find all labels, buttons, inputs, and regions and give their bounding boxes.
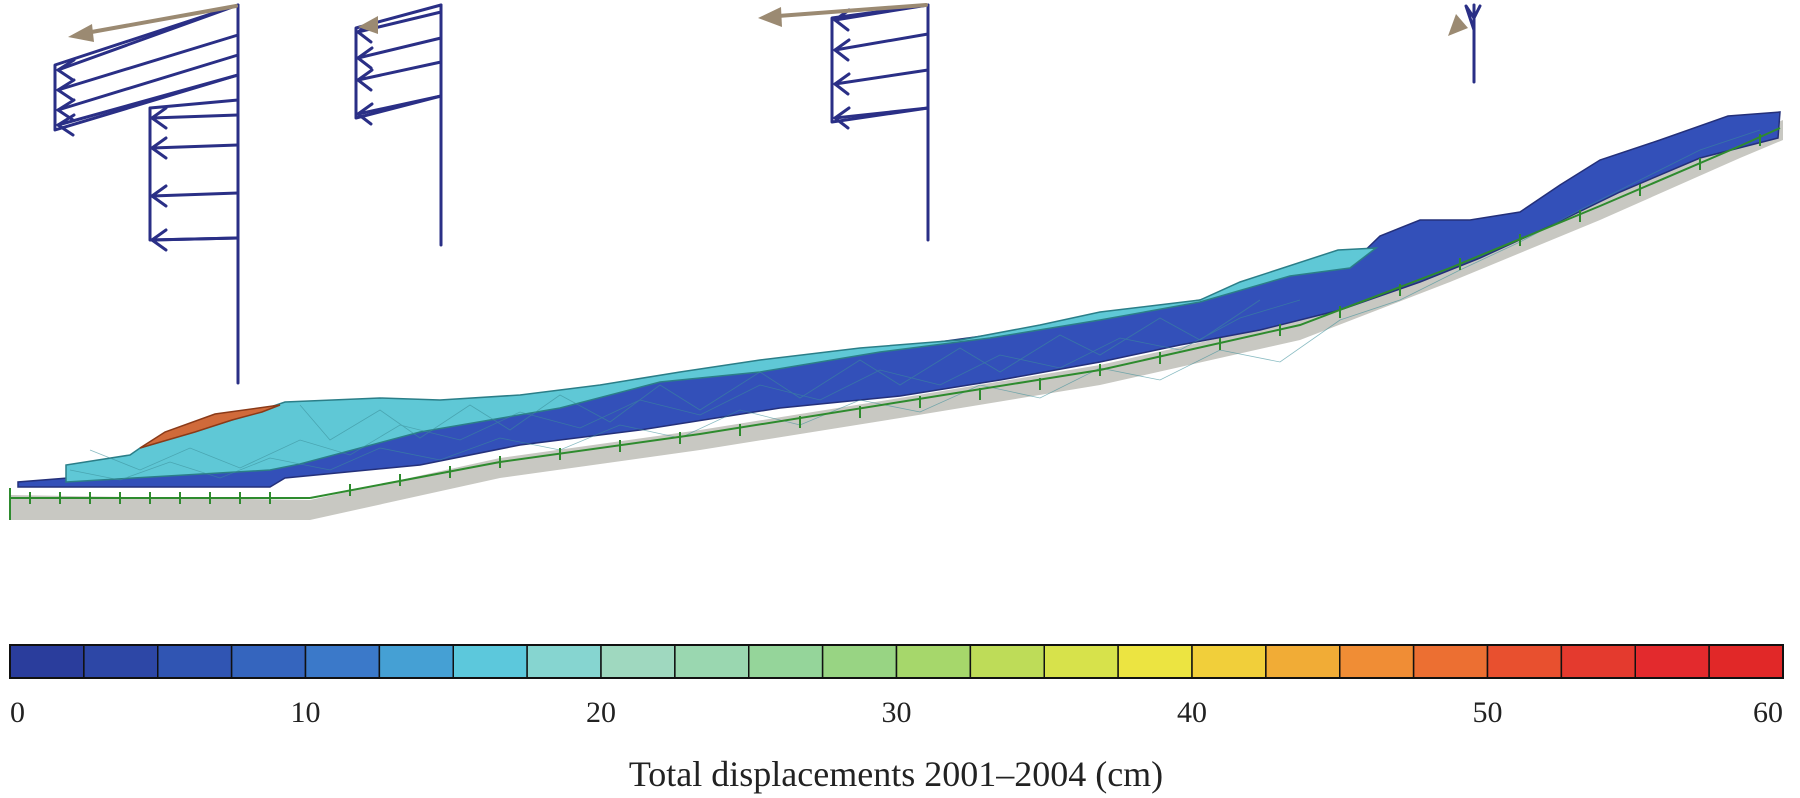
colorbar-cell xyxy=(674,644,750,679)
colorbar-cell xyxy=(1708,644,1784,679)
colorbar-cell xyxy=(600,644,676,679)
colorbar-cell xyxy=(1486,644,1563,679)
inclinometer-3-resultant-head xyxy=(758,7,782,27)
colorbar-frame xyxy=(9,644,1784,679)
colorbar-tick-label: 30 xyxy=(882,696,912,729)
inclinometer-1-profile-lower xyxy=(148,98,240,242)
colorbar-tick-label: 20 xyxy=(586,696,616,729)
inclinometer-1-resultant-head xyxy=(68,24,94,42)
inclinometer-1-profile-upper xyxy=(53,3,240,132)
colorbar-cell xyxy=(821,644,898,679)
colorbar-cell xyxy=(1560,644,1636,679)
colorbar-cell xyxy=(1634,644,1710,679)
inclinometer-3-profile xyxy=(830,3,930,124)
inclinometer-4-resultant-head xyxy=(1448,14,1468,36)
inclinometer-1-arrows xyxy=(56,3,240,252)
colorbar: 0 10 20 30 40 50 60 Total displacements 2001–2… xyxy=(9,644,1784,794)
colorbar-cell xyxy=(452,644,528,679)
colorbar-cell xyxy=(1265,644,1341,679)
colorbar-cell xyxy=(9,644,85,679)
boundary-fixity-markers xyxy=(9,127,1781,520)
colorbar-cell xyxy=(83,644,159,679)
inclinometer-3-resultant-arrow xyxy=(776,3,928,18)
colorbar-tick-label: 50 xyxy=(1473,696,1503,729)
colorbar-caption: Total displacements 2001–2004 (cm) xyxy=(629,754,1163,794)
colorbar-cells xyxy=(9,644,1784,679)
colorbar-cell xyxy=(230,644,307,679)
colorbar-cell xyxy=(1412,644,1489,679)
inclinometer-4 xyxy=(1448,3,1482,84)
inclinometer-2-profile xyxy=(354,3,443,120)
colorbar-cell xyxy=(969,644,1045,679)
colorbar-cell xyxy=(157,644,233,679)
colorbar-cell xyxy=(748,644,824,679)
colorbar-cell xyxy=(378,644,454,679)
colorbar-tick-label: 60 xyxy=(1753,696,1783,729)
colorbar-cell xyxy=(895,644,972,679)
inclinometer-2 xyxy=(354,3,443,247)
slope-cross-section xyxy=(9,111,1783,520)
colorbar-cell xyxy=(1043,644,1119,679)
colorbar-tick-label: 40 xyxy=(1177,696,1207,729)
colorbar-tick-label: 0 xyxy=(10,696,25,729)
colorbar-cell xyxy=(304,644,381,679)
inclinometer-1-resultant-arrow xyxy=(84,4,238,35)
inclinometer-4-profile xyxy=(1464,4,1482,32)
colorbar-cell xyxy=(1339,644,1415,679)
high-displacement-zone xyxy=(139,404,281,449)
colorbar-cell xyxy=(526,644,602,679)
colorbar-cell xyxy=(1117,644,1193,679)
inclinometer-1 xyxy=(53,3,240,385)
inclinometer-3 xyxy=(758,3,930,242)
inclinometer-2-resultant-head xyxy=(358,16,378,34)
colorbar-tick-label: 10 xyxy=(291,696,321,729)
finite-element-mesh xyxy=(69,129,1761,481)
colorbar-cell xyxy=(1191,644,1267,679)
colorbar-tick-labels: 0 10 20 30 40 50 60 xyxy=(10,696,1783,729)
inclinometer-profiles xyxy=(53,3,1482,385)
landslide-body-cyan xyxy=(65,247,1379,483)
